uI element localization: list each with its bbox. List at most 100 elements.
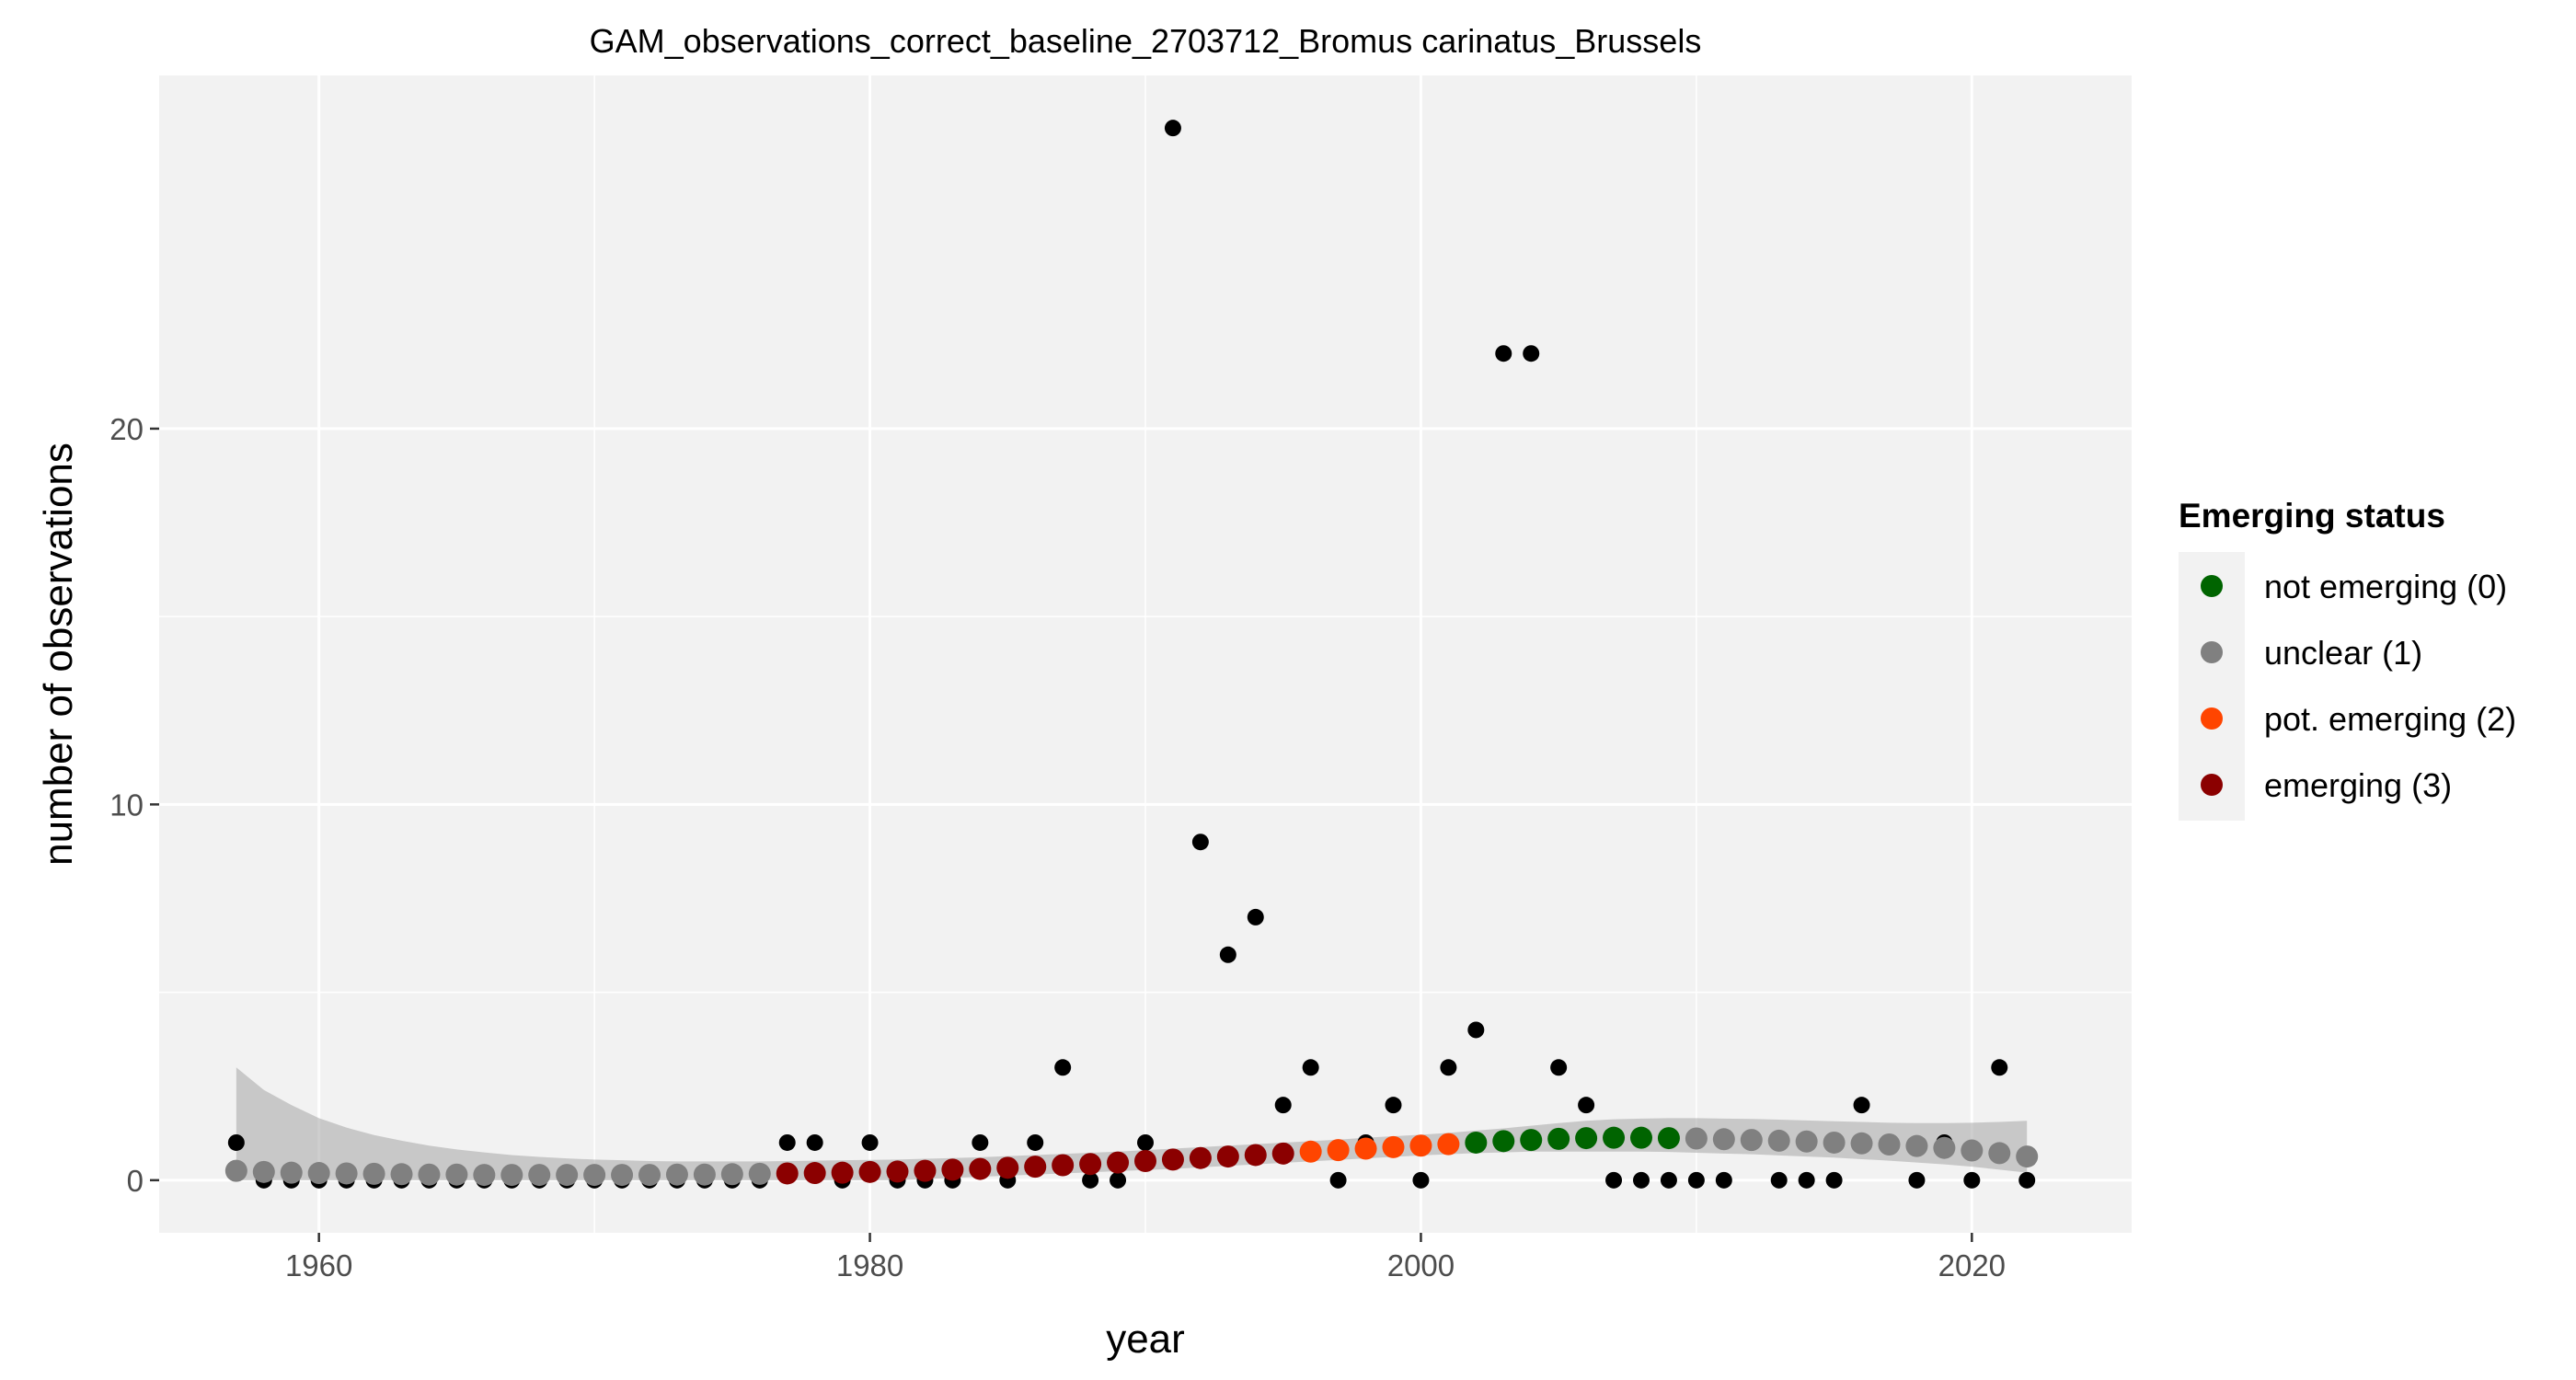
observation-point [1385, 1097, 1402, 1114]
observation-point [1027, 1133, 1044, 1151]
observation-point [1687, 1171, 1705, 1189]
fit-point [1189, 1146, 1212, 1169]
fit-point [665, 1163, 688, 1186]
fit-point [1905, 1134, 1928, 1157]
fit-point [1988, 1142, 2011, 1165]
x-axis: 1960 1980 2000 2020 [285, 1233, 2006, 1282]
fit-point [307, 1162, 330, 1185]
legend-label: emerging (3) [2264, 766, 2452, 804]
y-axis-title: number of observations [36, 443, 81, 866]
observation-point [1660, 1171, 1677, 1189]
fit-point [611, 1164, 634, 1187]
legend-title: Emerging status [2179, 497, 2445, 535]
fit-point [776, 1162, 799, 1185]
observation-point [2018, 1171, 2036, 1189]
observation-point [1054, 1059, 1072, 1076]
fit-point [1079, 1153, 1102, 1176]
x-tick-label: 2020 [1938, 1248, 2006, 1282]
observation-point [1825, 1171, 1843, 1189]
observation-point [1632, 1171, 1650, 1189]
fit-point [1520, 1129, 1543, 1152]
observation-point [1164, 120, 1181, 137]
fit-point [1657, 1127, 1680, 1150]
fit-point [1024, 1156, 1047, 1179]
y-tick-label: 20 [109, 412, 144, 446]
y-axis: 0 10 20 [109, 412, 159, 1198]
fit-point [1823, 1131, 1846, 1154]
observation-point [1908, 1171, 1926, 1189]
fit-point [941, 1158, 964, 1181]
observation-point [1523, 345, 1540, 362]
legend-key [2201, 575, 2223, 597]
fit-point [858, 1160, 881, 1183]
fit-point [1134, 1149, 1156, 1172]
observation-point [1302, 1059, 1319, 1076]
fit-point [831, 1161, 854, 1184]
x-tick-label: 1960 [285, 1248, 352, 1282]
fit-point [1216, 1145, 1239, 1168]
y-tick-label: 0 [127, 1164, 144, 1198]
fit-point [1437, 1133, 1460, 1156]
fit-point [1850, 1132, 1873, 1155]
observation-point [1715, 1171, 1732, 1189]
fit-point [335, 1162, 358, 1185]
fit-point [224, 1159, 247, 1182]
fit-point [528, 1164, 551, 1187]
fit-point [1547, 1127, 1570, 1150]
observation-point [1467, 1021, 1485, 1039]
fit-point [969, 1157, 992, 1180]
observation-point [1219, 946, 1236, 963]
observation-point [1495, 345, 1512, 362]
observation-point [1853, 1097, 1870, 1114]
fit-point [1354, 1137, 1377, 1160]
fit-point [583, 1164, 606, 1187]
observation-point [227, 1133, 245, 1151]
legend-label: unclear (1) [2264, 634, 2422, 672]
observation-point [1605, 1171, 1623, 1189]
confidence-band [236, 1067, 2028, 1180]
legend-key [2201, 774, 2223, 796]
fit-point [996, 1156, 1019, 1179]
x-axis-title: year [1106, 1317, 1185, 1362]
fit-point [1244, 1144, 1267, 1167]
fit-point [1052, 1154, 1075, 1177]
fit-point [390, 1163, 413, 1186]
fit-point [1382, 1135, 1405, 1158]
fit-point [1795, 1130, 1818, 1153]
legend-label: not emerging (0) [2264, 568, 2507, 605]
legend-key [2201, 641, 2223, 663]
observation-point [861, 1133, 879, 1151]
fit-point [886, 1160, 909, 1183]
observation-point [806, 1133, 823, 1151]
fit-point [1878, 1133, 1901, 1156]
fit-point [280, 1161, 303, 1184]
observation-point [1440, 1059, 1457, 1076]
legend-key [2201, 707, 2223, 730]
fit-point [500, 1164, 523, 1187]
observation-point [1274, 1097, 1292, 1114]
fit-point [252, 1160, 275, 1183]
legend: Emerging status not emerging (0) unclear … [2179, 497, 2516, 821]
fit-point [1271, 1142, 1294, 1165]
chart-title: GAM_observations_correct_baseline_270371… [590, 22, 1702, 60]
legend-items: not emerging (0) unclear (1) pot. emerging… [2201, 568, 2516, 804]
fit-point [803, 1162, 826, 1185]
fit-point [1603, 1126, 1626, 1149]
observation-point [1137, 1133, 1154, 1151]
fit-point [1961, 1139, 1984, 1162]
fit-point [418, 1163, 441, 1186]
x-tick-label: 2000 [1387, 1248, 1455, 1282]
fit-point [1767, 1129, 1790, 1152]
fit-point [2016, 1145, 2039, 1168]
fit-point [556, 1164, 579, 1187]
fit-point [720, 1163, 743, 1186]
fit-point [473, 1164, 496, 1187]
observation-point [1963, 1171, 1981, 1189]
fit-point [1492, 1130, 1515, 1153]
observation-point [1798, 1171, 1815, 1189]
fit-point [1465, 1131, 1488, 1154]
observation-point [1578, 1097, 1595, 1114]
observation-point [1082, 1171, 1099, 1189]
fit-point [362, 1162, 385, 1185]
